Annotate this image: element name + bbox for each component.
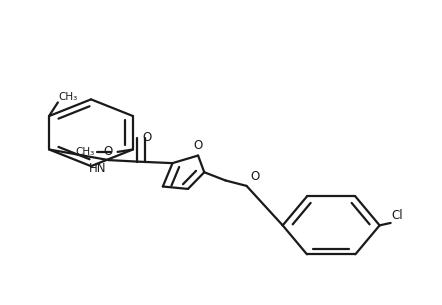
Text: HN: HN — [89, 162, 107, 174]
Text: CH₃: CH₃ — [75, 147, 94, 157]
Text: O: O — [103, 145, 112, 158]
Text: O: O — [250, 170, 259, 184]
Text: O: O — [194, 138, 203, 152]
Text: CH₃: CH₃ — [59, 92, 78, 102]
Text: Cl: Cl — [392, 209, 403, 222]
Text: O: O — [143, 131, 152, 144]
